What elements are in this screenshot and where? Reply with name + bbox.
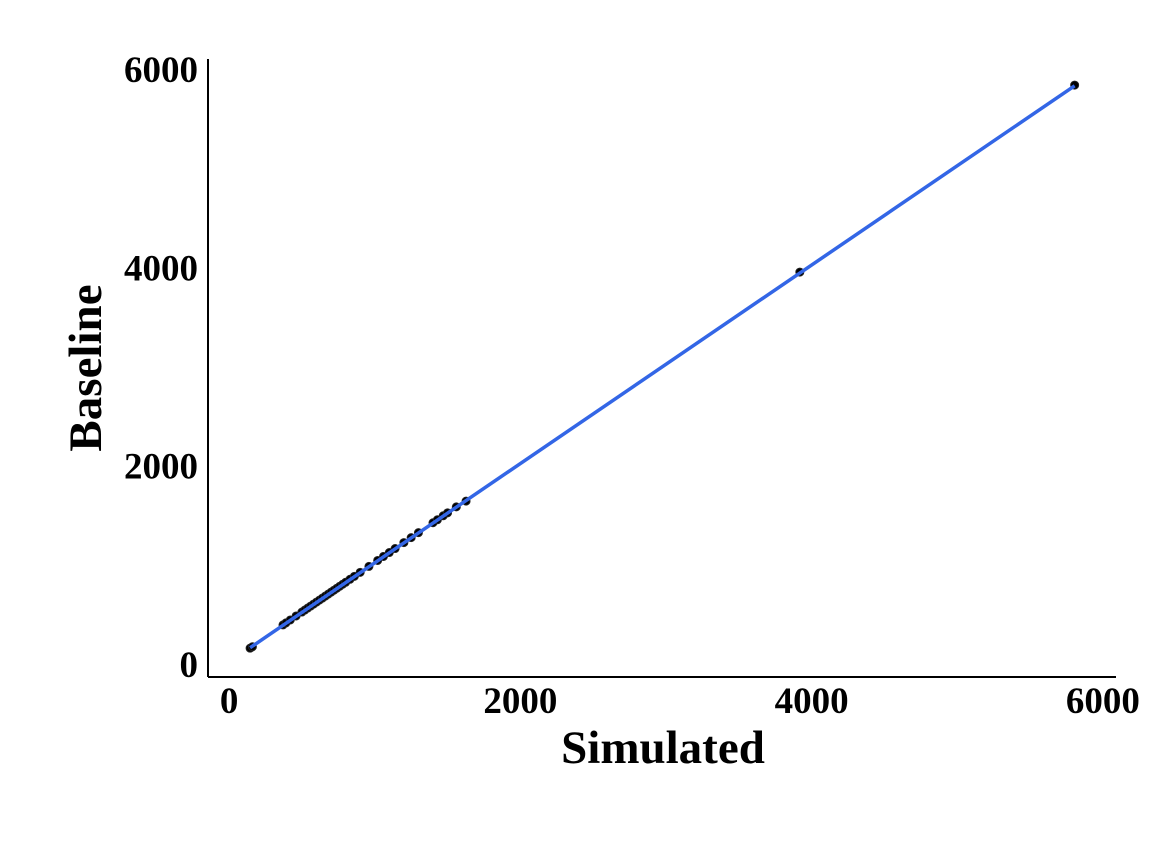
- x-tick-label: 0: [220, 681, 239, 722]
- y-tick-label: 0: [180, 645, 199, 686]
- y-tick-label: 4000: [124, 248, 198, 289]
- x-tick-label: 6000: [1066, 681, 1140, 722]
- y-tick-label: 2000: [124, 447, 198, 488]
- y-tick-label: 6000: [124, 50, 198, 91]
- x-tick-label: 4000: [775, 681, 849, 722]
- y-axis-title: Baseline: [60, 284, 112, 451]
- x-axis-title: Simulated: [561, 722, 765, 774]
- fit-line: [249, 84, 1076, 650]
- x-tick-label: 2000: [483, 681, 557, 722]
